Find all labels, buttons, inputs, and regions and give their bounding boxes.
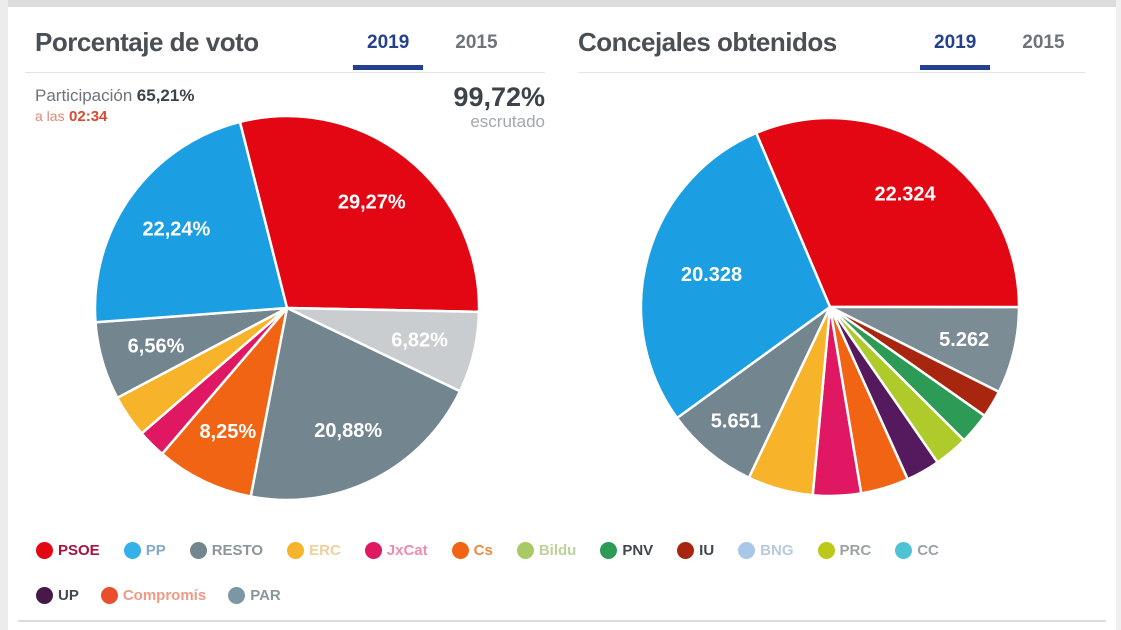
councillors-year-tabs: 2019 2015 bbox=[920, 32, 1079, 70]
participation-block: Participación 65,21% a las 02:34 bbox=[35, 85, 194, 127]
legend-label: Compromís bbox=[122, 587, 207, 604]
participation-value: 65,21% bbox=[136, 86, 195, 105]
legend-item-cc: CC bbox=[895, 542, 939, 559]
participation-time-value: 02:34 bbox=[69, 108, 108, 125]
vote-share-year-tabs: 2019 2015 bbox=[353, 32, 512, 70]
legend-color-dot-resto bbox=[189, 542, 207, 559]
legend-color-dot-psoe bbox=[36, 542, 53, 559]
participation-label: Participación bbox=[35, 86, 133, 105]
legend-label: Cs bbox=[473, 542, 493, 559]
pie-slice-pp[interactable] bbox=[93, 120, 289, 324]
legend-label: PNV bbox=[622, 542, 654, 559]
pie-data-label-pp: 22,24% bbox=[142, 218, 210, 240]
counted-percentage: 99,72% bbox=[453, 82, 545, 112]
header-divider-left bbox=[25, 72, 545, 73]
tab-2015-councillors[interactable]: 2015 bbox=[1022, 32, 1065, 53]
legend-label: PP bbox=[145, 542, 166, 559]
legend-color-dot-pnv bbox=[600, 542, 618, 559]
counted-block: 99,72% escrutado bbox=[350, 82, 545, 131]
legend-item-cs: Cs bbox=[451, 542, 493, 559]
legend-label: ERC bbox=[309, 542, 341, 559]
page-edge-left bbox=[0, 0, 8, 630]
councillors-pie-chart[interactable]: 22.324 5.262 5.651 20.328 bbox=[630, 107, 1030, 507]
pie-data-label-par: 6,56% bbox=[128, 336, 185, 358]
legend-color-dot-up bbox=[36, 587, 53, 604]
bottom-divider bbox=[18, 620, 1106, 622]
legend-color-dot-bng bbox=[738, 542, 756, 559]
legend-color-dot-pp bbox=[123, 542, 141, 559]
party-legend-row-2: UP Compromís PAR bbox=[36, 587, 281, 604]
legend-label: RESTO bbox=[211, 542, 264, 559]
tab-2019-vote-share[interactable]: 2019 bbox=[353, 32, 424, 70]
legend-item-compromís: Compromís bbox=[100, 587, 207, 604]
participation-time-prefix: a las bbox=[35, 108, 65, 124]
pie-data-label-cs: 8,25% bbox=[199, 421, 256, 443]
legend-label: UP bbox=[58, 587, 79, 604]
legend-label: PRC bbox=[839, 542, 872, 559]
legend-item-bildu: Bildu bbox=[516, 542, 577, 559]
legend-item-pnv: PNV bbox=[600, 542, 653, 559]
legend-label: CC bbox=[917, 542, 939, 559]
pie-slice-psoe[interactable] bbox=[238, 114, 481, 314]
pie-slice-pp[interactable] bbox=[639, 131, 832, 420]
legend-item-jxcat: JxCat bbox=[364, 542, 428, 559]
pie-slice-resto[interactable] bbox=[249, 306, 462, 502]
legend-color-dot-jxcat bbox=[364, 542, 382, 559]
legend-color-dot-par bbox=[228, 587, 246, 604]
pie-slice-psoe[interactable] bbox=[754, 116, 1021, 309]
pie-data-label-pp: 20.328 bbox=[681, 264, 742, 286]
vote-share-pie-chart[interactable]: 29,27% 6,82% 20,88% 8,25% 6,56% 22,24% bbox=[87, 108, 487, 508]
legend-label: PAR bbox=[250, 587, 281, 604]
counted-label: escrutado bbox=[470, 111, 545, 131]
legend-item-prc: PRC bbox=[817, 542, 872, 559]
legend-label: PSOE bbox=[58, 542, 100, 559]
legend-label: BNG bbox=[760, 542, 794, 559]
legend-color-dot-iu bbox=[677, 542, 695, 559]
pie-data-label-par: 5.651 bbox=[711, 410, 761, 432]
legend-color-dot-cc bbox=[895, 542, 913, 559]
pie-data-label-resto: 20,88% bbox=[314, 420, 382, 442]
pie-data-label-resto: 5.262 bbox=[939, 329, 989, 351]
legend-item-psoe: PSOE bbox=[36, 542, 100, 559]
legend-color-dot-bildu bbox=[516, 542, 534, 559]
legend-item-par: PAR bbox=[228, 587, 281, 604]
page-edge-right bbox=[1116, 0, 1121, 630]
header-divider-right bbox=[578, 72, 1085, 73]
legend-item-up: UP bbox=[36, 587, 79, 604]
legend-item-erc: ERC bbox=[287, 542, 341, 559]
legend-label: JxCat bbox=[386, 542, 428, 559]
legend-item-iu: IU bbox=[677, 542, 714, 559]
legend-color-dot-cs bbox=[451, 542, 469, 559]
legend-label: IU bbox=[699, 542, 715, 559]
pie-data-label-otros: 6,82% bbox=[391, 330, 448, 352]
legend-color-dot-compromís bbox=[100, 587, 118, 604]
legend-color-dot-erc bbox=[287, 542, 305, 559]
tab-2015-vote-share[interactable]: 2015 bbox=[455, 32, 498, 53]
pie-slice-cs[interactable] bbox=[160, 306, 289, 498]
legend-item-resto: RESTO bbox=[189, 542, 264, 559]
legend-color-dot-prc bbox=[817, 542, 835, 559]
vote-share-panel-title: Porcentaje de voto bbox=[35, 27, 259, 57]
legend-label: Bildu bbox=[538, 542, 577, 559]
tab-2019-councillors[interactable]: 2019 bbox=[920, 32, 991, 70]
page-edge-top bbox=[0, 0, 1121, 7]
pie-data-label-psoe: 29,27% bbox=[338, 191, 406, 213]
pie-slice-par[interactable] bbox=[675, 305, 832, 479]
councillors-panel-title: Concejales obtenidos bbox=[578, 27, 837, 57]
legend-item-bng: BNG bbox=[738, 542, 794, 559]
legend-item-pp: PP bbox=[123, 542, 166, 559]
pie-data-label-psoe: 22.324 bbox=[875, 184, 937, 206]
party-legend-row-1: PSOE PP RESTO ERC JxCat Cs Bildu PNV IU BNG PRC CC bbox=[36, 542, 939, 559]
